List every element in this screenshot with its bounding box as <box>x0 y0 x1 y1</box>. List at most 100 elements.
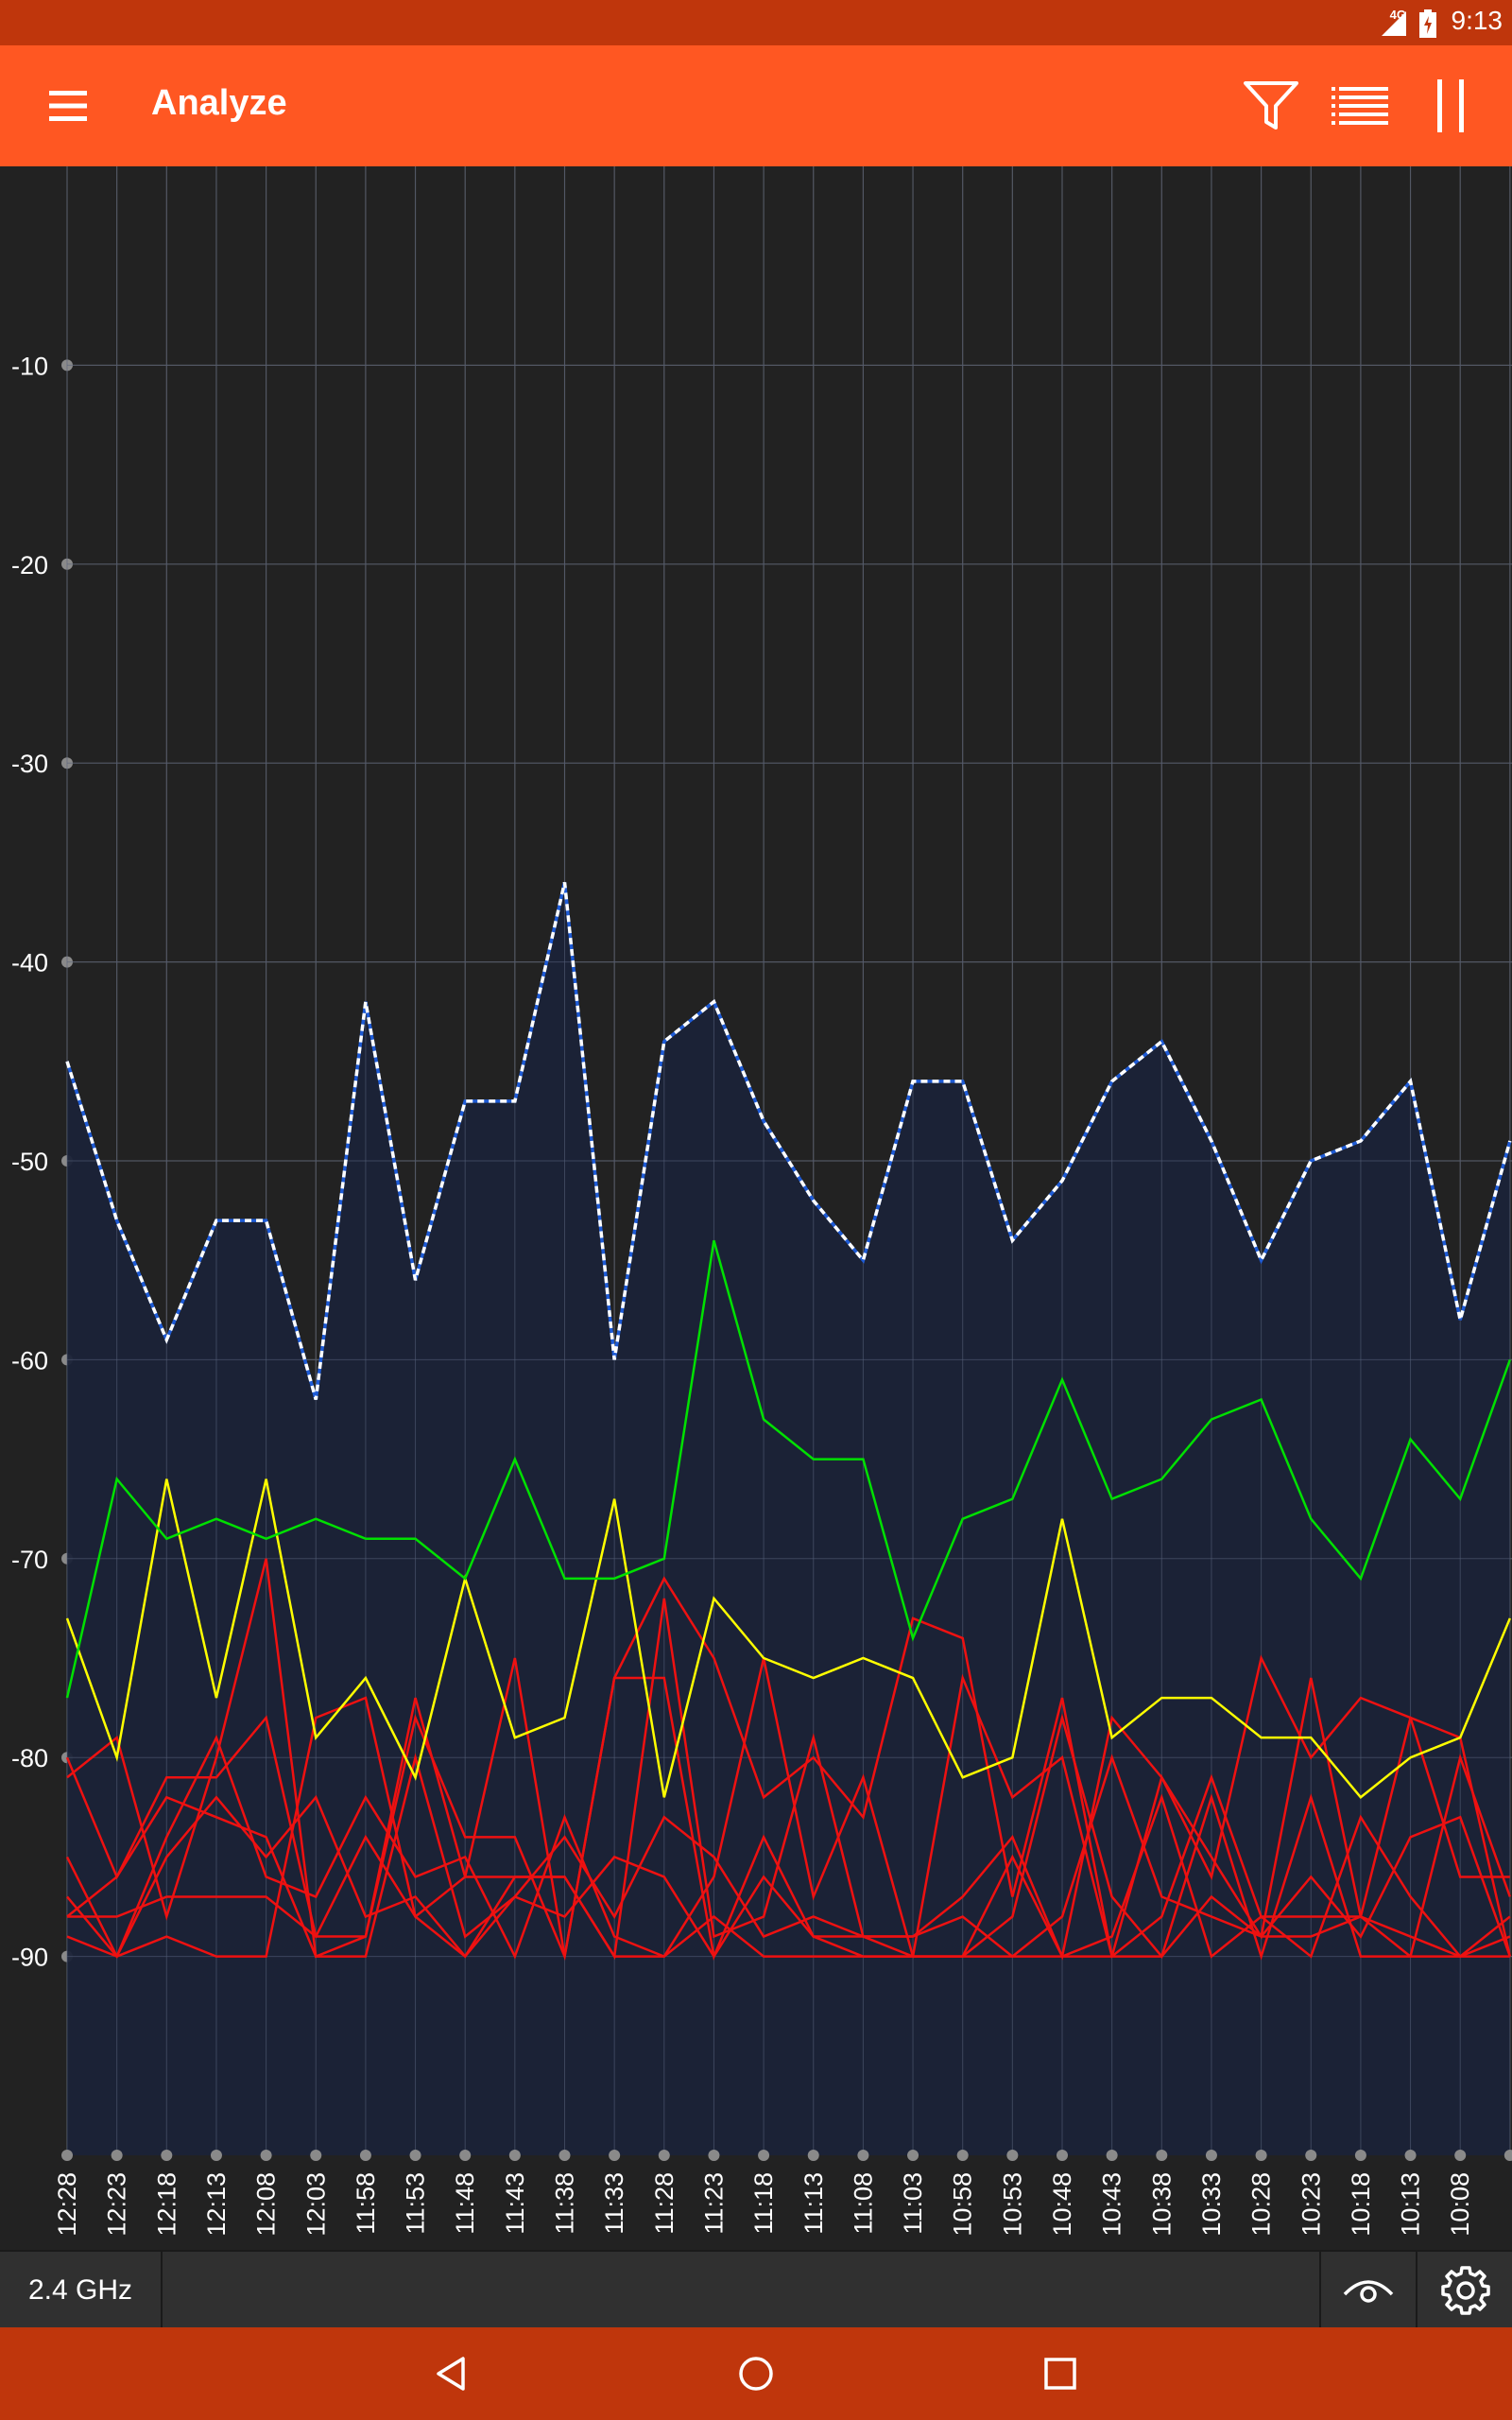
pause-button[interactable] <box>1408 45 1493 166</box>
x-tick-label: 11:33 <box>600 2172 628 2235</box>
x-tick-dot <box>807 2150 819 2161</box>
x-tick-dot <box>1404 2150 1417 2161</box>
battery-icon <box>1419 9 1436 38</box>
y-tick-label: -70 <box>11 1546 48 1574</box>
x-tick-dot <box>558 2150 571 2161</box>
x-tick-dot <box>508 2150 521 2161</box>
signal-icon <box>1382 11 1406 36</box>
x-tick-dot <box>708 2150 720 2161</box>
x-tick-label: 11:03 <box>899 2172 927 2235</box>
y-tick-label: -40 <box>11 949 48 977</box>
x-tick-label: 10:43 <box>1098 2172 1126 2237</box>
status-time: 9:13 <box>1451 6 1503 35</box>
x-tick-dot <box>1106 2150 1118 2161</box>
y-tick-label: -10 <box>11 352 48 380</box>
x-tick-label: 11:38 <box>551 2172 579 2235</box>
x-tick-label: 11:43 <box>501 2172 529 2235</box>
x-tick-label: 10:13 <box>1397 2172 1425 2237</box>
x-tick-dot <box>1057 2150 1068 2161</box>
x-tick-label: 10:23 <box>1297 2172 1325 2237</box>
series-line <box>65 1478 1512 1800</box>
x-tick-dot <box>161 2150 173 2161</box>
series-line-dashed <box>65 882 1512 1400</box>
eye-icon <box>1343 2280 1394 2303</box>
navigation-bar <box>0 2327 1512 2420</box>
visibility-button[interactable] <box>1319 2252 1416 2329</box>
series-line <box>65 1598 1511 1961</box>
series-line <box>66 1793 1511 1959</box>
chart-svg: -10 -20 -30 -40 -50 -60 -70 -80 -90 12:28 12:23 12:… <box>11 166 1512 2237</box>
series-area-fill <box>67 882 1510 2156</box>
x-tick-dot <box>459 2150 472 2161</box>
x-tick-dot <box>1205 2150 1217 2161</box>
series-line <box>66 1558 1510 1959</box>
y-tick-label: -20 <box>11 551 48 579</box>
x-tick-label: 11:13 <box>799 2172 828 2235</box>
x-tick-label: 11:48 <box>451 2172 479 2235</box>
x-tick-dot <box>409 2150 421 2161</box>
home-button[interactable] <box>699 2327 813 2420</box>
x-tick-label: 10:48 <box>1048 2172 1076 2237</box>
filter-icon <box>1244 81 1298 130</box>
x-tick-dot <box>1354 2150 1366 2161</box>
y-tick-label: -30 <box>11 750 48 778</box>
x-tick-dot <box>658 2150 670 2161</box>
app-bar: Analyze <box>0 45 1512 166</box>
x-tick-dot <box>260 2150 272 2161</box>
x-tick-label: 10:53 <box>998 2172 1026 2237</box>
settings-button[interactable] <box>1416 2252 1512 2329</box>
page-title: Analyze <box>151 83 287 123</box>
x-tick-label: 11:08 <box>849 2172 877 2235</box>
x-tick-label: 12:13 <box>202 2172 231 2237</box>
x-tick-label: 10:28 <box>1247 2172 1276 2237</box>
x-tick-dot <box>956 2150 969 2161</box>
x-tick-dot <box>359 2150 371 2161</box>
list-button[interactable] <box>1317 45 1402 166</box>
x-tick-dot <box>758 2150 770 2161</box>
x-tick-dot <box>310 2150 322 2161</box>
y-tick-label: -90 <box>11 1944 48 1972</box>
x-tick-label: 10:08 <box>1446 2172 1474 2237</box>
x-tick-dot <box>857 2150 869 2161</box>
x-tick-dot <box>1305 2150 1317 2161</box>
x-tick-dot <box>609 2150 621 2161</box>
series-line <box>65 1239 1512 1699</box>
x-tick-label: 12:23 <box>103 2172 131 2237</box>
band-selector[interactable]: 2.4 GHz <box>0 2252 163 2329</box>
x-tick-label: 11:58 <box>352 2172 380 2235</box>
x-tick-label: 10:38 <box>1147 2172 1176 2237</box>
recents-button[interactable] <box>1004 2327 1117 2420</box>
x-tick-label: 11:23 <box>699 2172 728 2235</box>
series-line <box>67 1834 1510 1958</box>
series-line <box>66 1676 1512 1962</box>
x-tick-label: 10:33 <box>1197 2172 1226 2237</box>
menu-button[interactable] <box>28 45 108 166</box>
x-tick-label: 12:28 <box>53 2172 81 2237</box>
bottom-toolbar: 2.4 GHz <box>0 2250 1512 2329</box>
filter-button[interactable] <box>1228 45 1314 166</box>
pause-icon <box>1437 79 1464 132</box>
x-tick-label: 12:08 <box>252 2172 281 2237</box>
x-tick-dot <box>1255 2150 1267 2161</box>
y-tick-label: -80 <box>11 1744 48 1772</box>
status-bar: 4G 9:13 <box>0 0 1512 45</box>
x-tick-label: 10:58 <box>949 2172 977 2237</box>
x-tick-label: 11:18 <box>749 2172 778 2235</box>
x-tick-dot <box>61 2150 73 2161</box>
gear-icon <box>1441 2266 1490 2315</box>
toolbar-spacer <box>163 2252 1319 2329</box>
x-tick-label: 12:18 <box>152 2172 180 2237</box>
y-tick-label: -60 <box>11 1346 48 1374</box>
back-button[interactable] <box>395 2327 508 2420</box>
menu-icon <box>49 91 87 121</box>
x-tick-dot <box>111 2150 123 2161</box>
list-icon <box>1332 87 1388 125</box>
signal-strength-chart: -10 -20 -30 -40 -50 -60 -70 -80 -90 12:28 12:23 12:… <box>0 166 1512 2250</box>
back-icon <box>437 2357 465 2391</box>
x-tick-dot <box>1454 2150 1467 2161</box>
y-tick-label: -50 <box>11 1148 48 1176</box>
x-tick-dot <box>907 2150 919 2161</box>
x-tick-label: 10:18 <box>1347 2172 1375 2237</box>
x-tick-dot <box>1503 2150 1512 2161</box>
recents-icon <box>1044 2358 1076 2390</box>
